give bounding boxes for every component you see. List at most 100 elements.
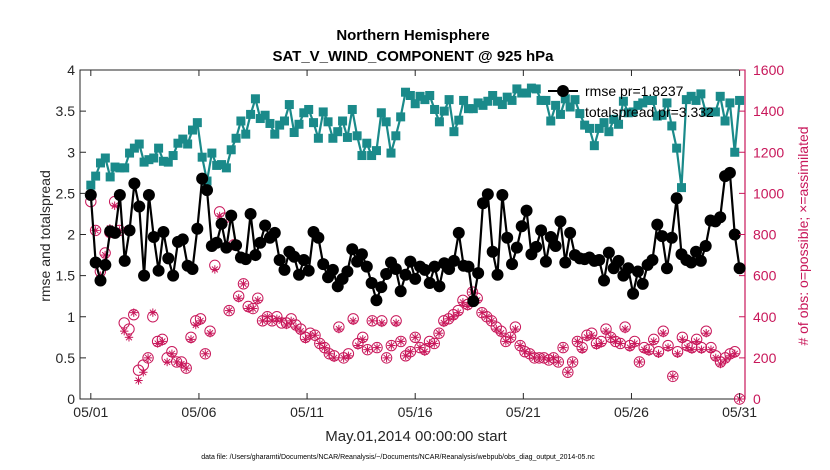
totalspread-point <box>178 134 188 144</box>
rmse-point <box>220 241 233 254</box>
obs-assimilated-marker <box>353 341 363 350</box>
rmse-point <box>539 255 552 268</box>
rmse-point <box>491 268 504 281</box>
obs-assimilated-marker <box>687 345 697 354</box>
totalspread-point <box>512 84 522 94</box>
totalspread-point <box>95 158 105 168</box>
rmse-point <box>312 231 325 244</box>
rmse-point <box>278 263 291 276</box>
rmse-point <box>118 254 131 267</box>
totalspread-point <box>643 95 653 105</box>
totalspread-point <box>454 115 464 125</box>
rmse-point <box>89 256 102 269</box>
obs-assimilated-marker <box>382 353 391 363</box>
y-tick-label-left: 2.5 <box>56 185 76 201</box>
rmse-point <box>476 197 489 210</box>
obs-assimilated-marker <box>496 329 506 338</box>
totalspread-point <box>158 156 168 166</box>
totalspread-point <box>439 106 449 116</box>
totalspread-point <box>338 116 348 126</box>
obs-assimilated-marker <box>678 335 687 344</box>
y-tick-label-left: 1.5 <box>56 268 76 284</box>
totalspread-point <box>299 108 309 118</box>
totalspread-point <box>609 114 619 124</box>
rmse-point <box>254 236 267 249</box>
totalspread-point <box>342 132 352 142</box>
y-axis-left-label: rmse and totalspread <box>37 170 53 302</box>
rmse-point <box>535 224 548 237</box>
obs-possible-marker <box>142 352 154 364</box>
rmse-point <box>622 262 635 275</box>
totalspread-point <box>231 133 241 143</box>
totalspread-point <box>604 127 614 137</box>
obs-possible-marker <box>371 341 383 354</box>
totalspread-point <box>333 127 343 137</box>
totalspread-point <box>449 127 459 137</box>
obs-assimilated-marker <box>120 326 129 336</box>
rmse-point <box>94 274 107 287</box>
y-tick-label-right: 0 <box>753 391 761 407</box>
rmse-point <box>564 226 577 239</box>
rmse-point <box>656 230 669 243</box>
totalspread-point <box>129 143 139 153</box>
totalspread-point <box>192 118 202 128</box>
totalspread-point <box>105 172 115 182</box>
rmse-point <box>685 256 698 269</box>
totalspread-point <box>628 107 638 117</box>
totalspread-point <box>425 90 435 100</box>
obs-assimilated-marker <box>210 265 220 274</box>
totalspread-point <box>546 116 556 126</box>
obs-assimilated-marker <box>182 363 191 373</box>
obs-possible-marker <box>385 339 398 352</box>
totalspread-point <box>701 107 711 117</box>
totalspread-point <box>541 95 551 105</box>
rmse-point <box>360 260 373 273</box>
obs-assimilated-marker <box>511 324 520 334</box>
totalspread-point <box>100 153 110 163</box>
rmse-markers <box>84 166 746 308</box>
rmse-point <box>670 192 683 205</box>
totalspread-point <box>686 91 696 101</box>
legend-rmse-label: rmse pr=1.8237 <box>585 83 684 99</box>
obs-assimilated-marker <box>716 359 725 369</box>
totalspread-point <box>163 157 173 167</box>
totalspread-point <box>536 95 546 105</box>
rmse-point <box>665 231 678 244</box>
totalspread-point <box>405 90 415 100</box>
totalspread-point <box>444 95 454 105</box>
totalspread-point <box>168 151 178 161</box>
rmse-point <box>544 230 557 243</box>
totalspread-point <box>279 116 289 126</box>
y-tick-label-right: 200 <box>753 350 777 366</box>
obs-assimilated-marker <box>587 331 596 340</box>
rmse-point <box>317 258 330 271</box>
totalspread-point <box>488 90 498 100</box>
obs-assimilated-marker <box>601 326 611 336</box>
rmse-point <box>273 253 286 266</box>
obs-possible-marker <box>566 356 579 368</box>
totalspread-point <box>483 96 493 106</box>
y-axis-left: 0 0.5 1 1.5 2 2.5 3 3.5 4 <box>56 62 86 407</box>
totalspread-point <box>318 107 328 117</box>
obs-assimilated-marker <box>387 341 396 350</box>
rmse-point <box>142 189 155 202</box>
totalspread-point <box>551 100 561 110</box>
obs-assimilated-marker <box>224 306 234 315</box>
rmse-point <box>157 226 170 239</box>
totalspread-point <box>173 138 183 148</box>
rmse-point <box>627 287 640 300</box>
obs-assimilated-marker <box>558 343 568 352</box>
totalspread-point <box>120 163 130 173</box>
rmse-point <box>249 249 262 262</box>
totalspread-point <box>352 131 362 141</box>
x-tick-label: 05/06 <box>181 404 216 420</box>
rmse-point <box>244 207 257 220</box>
rmse-point <box>191 222 204 235</box>
totalspread-point <box>560 94 570 104</box>
rmse-point <box>510 241 523 254</box>
totalspread-point <box>725 98 735 108</box>
totalspread-point <box>638 98 648 108</box>
obs-assimilated-marker <box>329 353 339 363</box>
rmse-point <box>447 254 460 267</box>
